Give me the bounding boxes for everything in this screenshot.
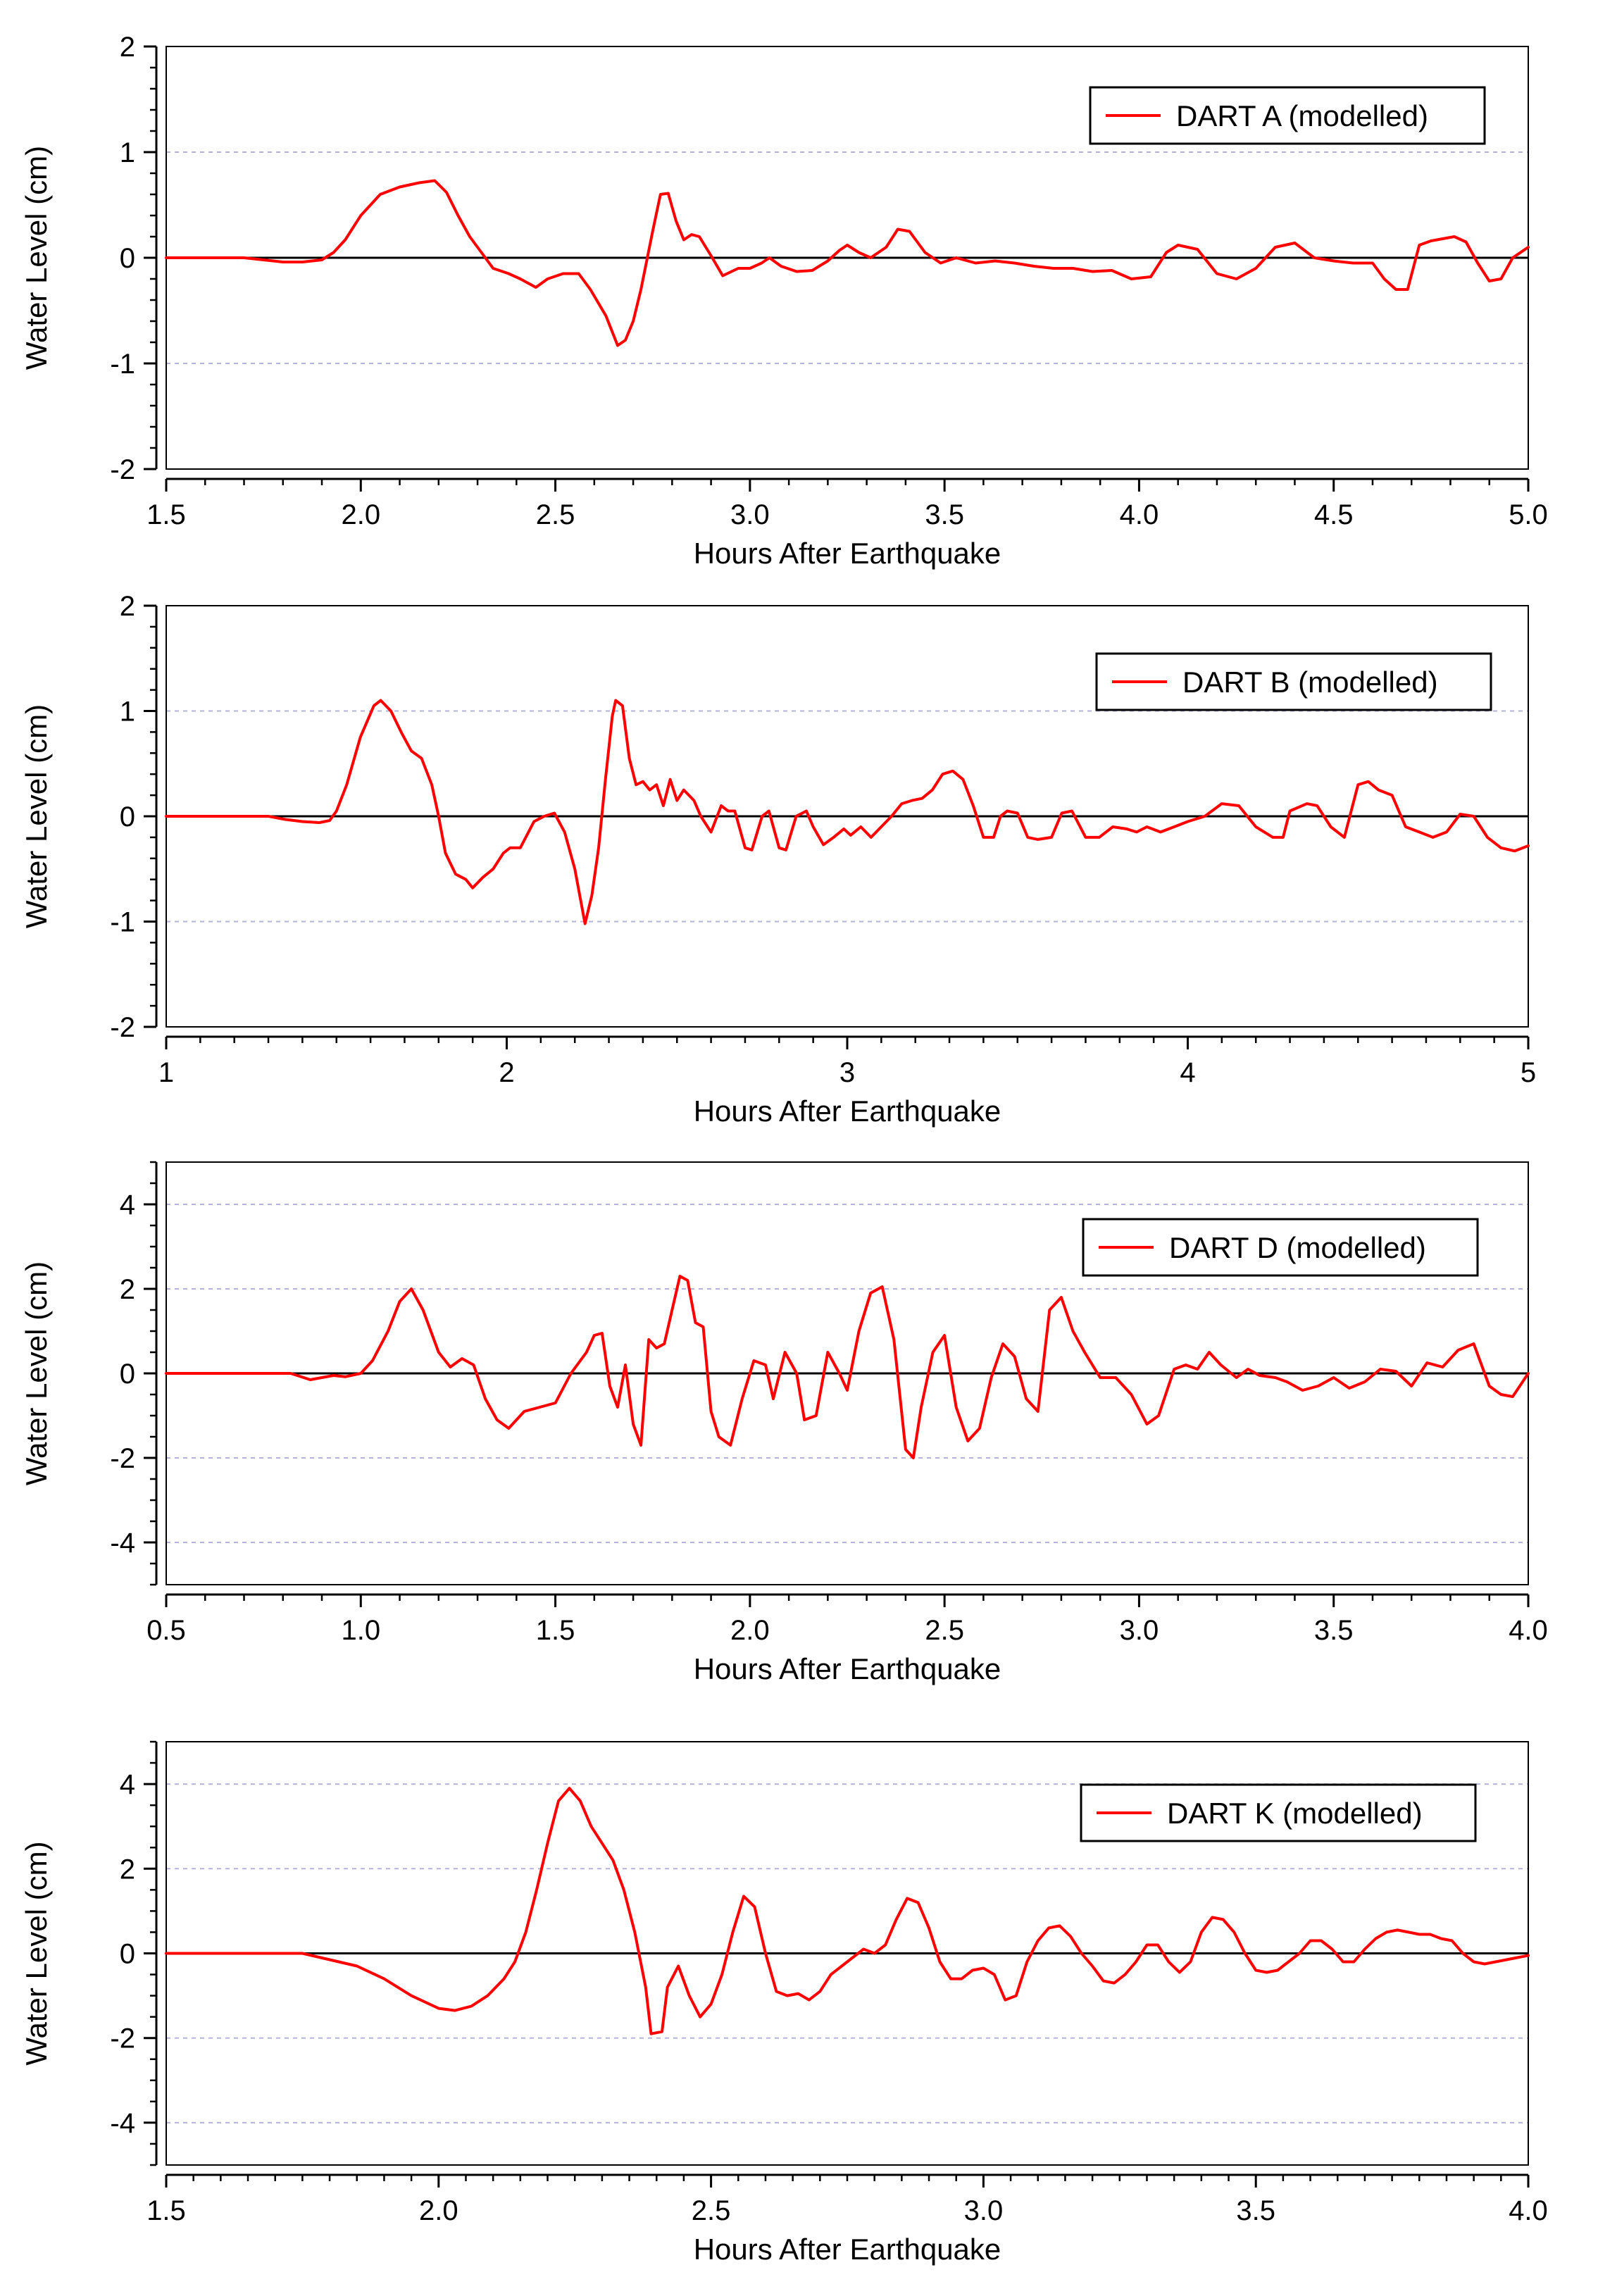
series-line: [165, 1275, 1530, 1459]
x-tick-label: 0.5: [146, 1615, 186, 1646]
y-tick-label: 0: [120, 1359, 135, 1390]
legend: DART B (modelled): [1095, 652, 1492, 711]
x-tick-label: 2.0: [419, 2195, 458, 2226]
y-tick-label: -4: [110, 1528, 135, 1559]
y-tick-label: 2: [120, 591, 135, 622]
x-tick-label: 1.5: [146, 2195, 186, 2226]
legend: DART K (modelled): [1080, 1783, 1477, 1842]
x-tick-label: 4.0: [1120, 499, 1159, 530]
x-tick-label: 2.0: [730, 1615, 770, 1646]
x-tick-label: 3.0: [964, 2195, 1004, 2226]
x-tick-label: 3.0: [1120, 1615, 1159, 1646]
x-tick-label: 2.0: [341, 499, 380, 530]
legend-label: DART A (modelled): [1176, 99, 1428, 132]
y-tick-label: 2: [120, 1854, 135, 1885]
y-tick-label: 0: [120, 801, 135, 832]
legend: DART A (modelled): [1089, 86, 1486, 145]
panel-4: -4 -2 0 2 4 1.5 2.0 2.5 3.0 3.5 4.0 Hours After Ear…: [20, 1740, 1548, 2266]
legend-label: DART D (modelled): [1169, 1231, 1426, 1264]
y-tick-label: 2: [120, 1274, 135, 1305]
x-tick-label: 4: [1180, 1057, 1195, 1088]
x-tick-label: 1.5: [536, 1615, 575, 1646]
x-tick-label: 2.5: [925, 1615, 964, 1646]
x-axis-label: Hours After Earthquake: [694, 1094, 1001, 1128]
y-tick-label: -2: [110, 1012, 135, 1043]
x-tick-label: 4.0: [1509, 1615, 1548, 1646]
y-tick-label: 2: [120, 32, 135, 63]
y-tick-label: 4: [120, 1769, 135, 1800]
legend-label: DART K (modelled): [1167, 1797, 1423, 1830]
x-axis-label: Hours After Earthquake: [694, 537, 1001, 570]
y-axis-label: Water Level (cm): [20, 1261, 53, 1485]
panel-1: -2 -1 0 1 2 1.5 2.0 2.5 3.0 3.5 4.0 4.5 5.0 Hours Aft…: [20, 32, 1548, 570]
y-axis-label: Water Level (cm): [20, 1841, 53, 2065]
x-tick-label: 3.5: [1236, 2195, 1275, 2226]
y-tick-label: 1: [120, 697, 135, 728]
x-tick-label: 1: [158, 1057, 174, 1088]
y-tick-label: 4: [120, 1190, 135, 1221]
x-tick-label: 1.5: [146, 499, 186, 530]
y-tick-label: 0: [120, 1939, 135, 1970]
y-tick-label: 1: [120, 137, 135, 168]
y-axis-label: Water Level (cm): [20, 146, 53, 370]
x-tick-label: 4.5: [1314, 499, 1354, 530]
y-tick-label: -4: [110, 2108, 135, 2139]
series-line: [165, 1787, 1530, 2035]
legend: DART D (modelled): [1082, 1218, 1479, 1277]
x-axis-label: Hours After Earthquake: [694, 2233, 1001, 2266]
x-tick-label: 1.0: [341, 1615, 380, 1646]
x-tick-label: 3.5: [1314, 1615, 1354, 1646]
series-line: [165, 699, 1530, 925]
series-line: [165, 179, 1530, 347]
y-tick-label: -2: [110, 1443, 135, 1474]
x-tick-label: 2: [499, 1057, 514, 1088]
legend-label: DART B (modelled): [1182, 666, 1438, 699]
x-tick-label: 5: [1521, 1057, 1536, 1088]
x-tick-label: 2.5: [692, 2195, 731, 2226]
x-tick-label: 3: [839, 1057, 855, 1088]
panel-2: -2 -1 0 1 2 1 2 3 4 5 Hours After Earthquake Water …: [20, 591, 1536, 1128]
y-tick-label: -1: [110, 349, 135, 380]
x-tick-label: 4.0: [1509, 2195, 1548, 2226]
x-axis-label: Hours After Earthquake: [694, 1652, 1001, 1685]
x-tick-label: 2.5: [536, 499, 575, 530]
y-tick-label: -2: [110, 2023, 135, 2054]
y-tick-label: 0: [120, 243, 135, 274]
x-tick-label: 5.0: [1509, 499, 1548, 530]
y-tick-label: -1: [110, 907, 135, 938]
y-axis-label: Water Level (cm): [20, 704, 53, 928]
x-tick-label: 3.0: [730, 499, 770, 530]
x-tick-label: 3.5: [925, 499, 964, 530]
y-tick-label: -2: [110, 454, 135, 485]
panel-3: -4 -2 0 2 4 0.5 1.0 1.5 2.0 2.5 3.0 3.5 4.0 Hours Aft…: [20, 1161, 1548, 1685]
